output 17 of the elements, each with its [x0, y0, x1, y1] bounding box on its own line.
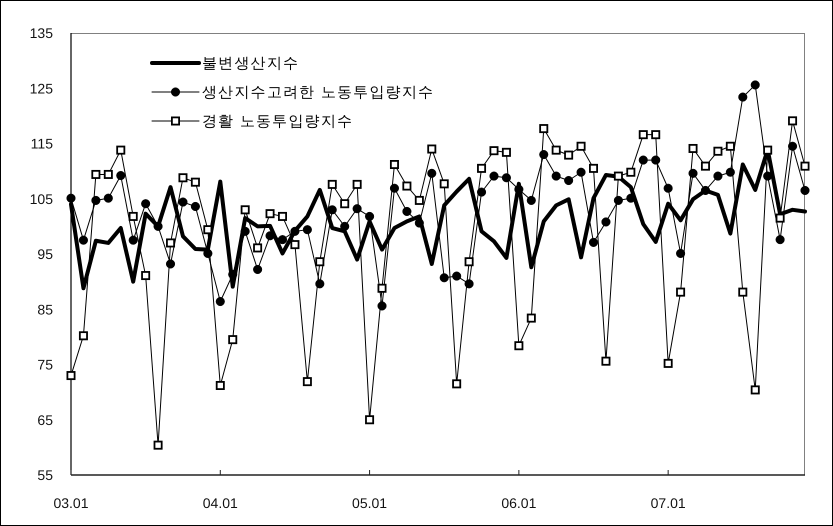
y-tick-label: 55 — [37, 467, 54, 483]
x-tick-label: 03.01 — [53, 495, 89, 511]
y-tick-label: 95 — [37, 246, 54, 262]
y-tick-label: 85 — [37, 301, 54, 318]
legend-label: 경활 노동투입량지수 — [202, 113, 354, 130]
y-tick-label: 65 — [37, 412, 54, 428]
x-tick-label: 05.01 — [352, 495, 388, 511]
legend-label: 불변생산지수 — [202, 55, 300, 72]
y-tick-label: 115 — [30, 136, 54, 152]
y-tick-label: 105 — [30, 190, 54, 207]
x-tick-label: 07.01 — [650, 495, 686, 511]
x-tick-label: 04.01 — [202, 495, 238, 511]
x-tick-label: 06.01 — [501, 495, 537, 511]
legend-label: 생산지수고려한 노동투입량지수 — [202, 84, 434, 101]
y-tick-label: 125 — [30, 80, 54, 96]
y-tick-label: 135 — [30, 25, 54, 41]
y-tick-label: 75 — [37, 356, 54, 372]
